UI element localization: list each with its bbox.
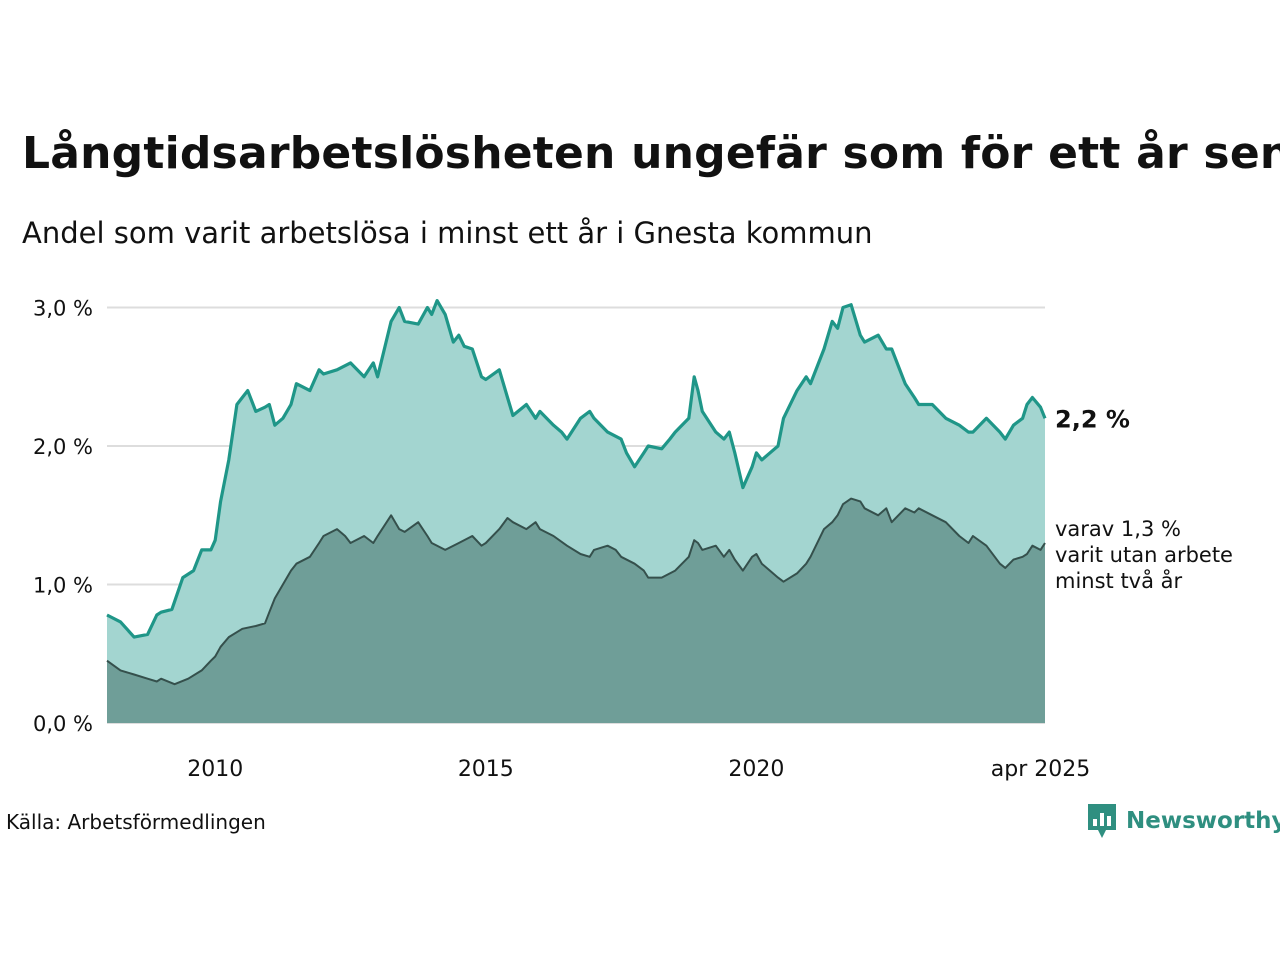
newsworthy-logo-icon — [1088, 804, 1116, 838]
x-tick-label-3: apr 2025 — [991, 757, 1090, 782]
end-label-sub-line-1: varit utan arbete — [1055, 543, 1233, 567]
y-tick-label-3: 3,0 % — [33, 297, 93, 321]
chart-subtitle: Andel som varit arbetslösa i minst ett å… — [22, 216, 873, 250]
source-note: Källa: Arbetsförmedlingen — [6, 810, 266, 834]
y-tick-label-2: 2,0 % — [33, 435, 93, 459]
x-tick-label-0: 2010 — [187, 757, 243, 782]
chart-title: Långtidsarbetslösheten ungefär som för e… — [22, 128, 1280, 179]
end-label-sub-line-2: minst två år — [1055, 568, 1183, 593]
end-label-main: 2,2 % — [1055, 405, 1130, 433]
brand-name: Newsworthy — [1126, 808, 1280, 834]
x-tick-label-1: 2015 — [458, 757, 514, 782]
end-label-sub-line-0: varav 1,3 % — [1055, 517, 1181, 541]
line-sub — [106, 497, 1046, 686]
line-main — [106, 299, 1047, 639]
y-tick-label-1: 1,0 % — [33, 574, 93, 598]
brand-logo[interactable]: Newsworthy — [1088, 802, 1280, 840]
area-sub — [107, 498, 1045, 723]
x-tick-label-2: 2020 — [728, 757, 784, 782]
y-tick-label-0: 0,0 % — [33, 712, 93, 736]
end-label-sub: varav 1,3 % varit utan arbete minst två år — [1055, 517, 1233, 593]
